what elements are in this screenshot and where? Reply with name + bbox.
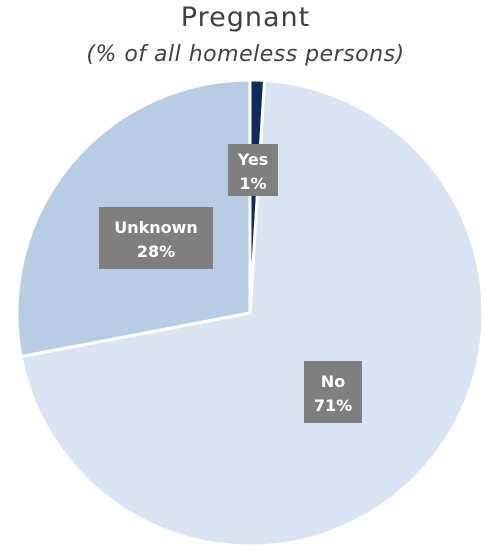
chart-title: Pregnant <box>180 2 311 33</box>
data-label-category: Yes <box>237 150 269 169</box>
data-label-box <box>304 361 362 423</box>
data-label-percent: 28% <box>137 242 175 261</box>
chart-subtitle: (% of all homeless persons) <box>86 42 405 67</box>
data-label-category: Unknown <box>114 218 198 237</box>
data-label-category: No <box>321 372 345 391</box>
data-label-box <box>99 207 213 269</box>
data-label-yes: Yes 1% <box>228 144 278 196</box>
data-label-no: No 71% <box>304 361 362 423</box>
data-label-box <box>228 144 278 196</box>
data-label-unknown: Unknown 28% <box>99 207 213 269</box>
pie-slice-no <box>19 78 485 548</box>
data-label-percent: 71% <box>314 396 352 415</box>
data-label-percent: 1% <box>239 174 266 193</box>
